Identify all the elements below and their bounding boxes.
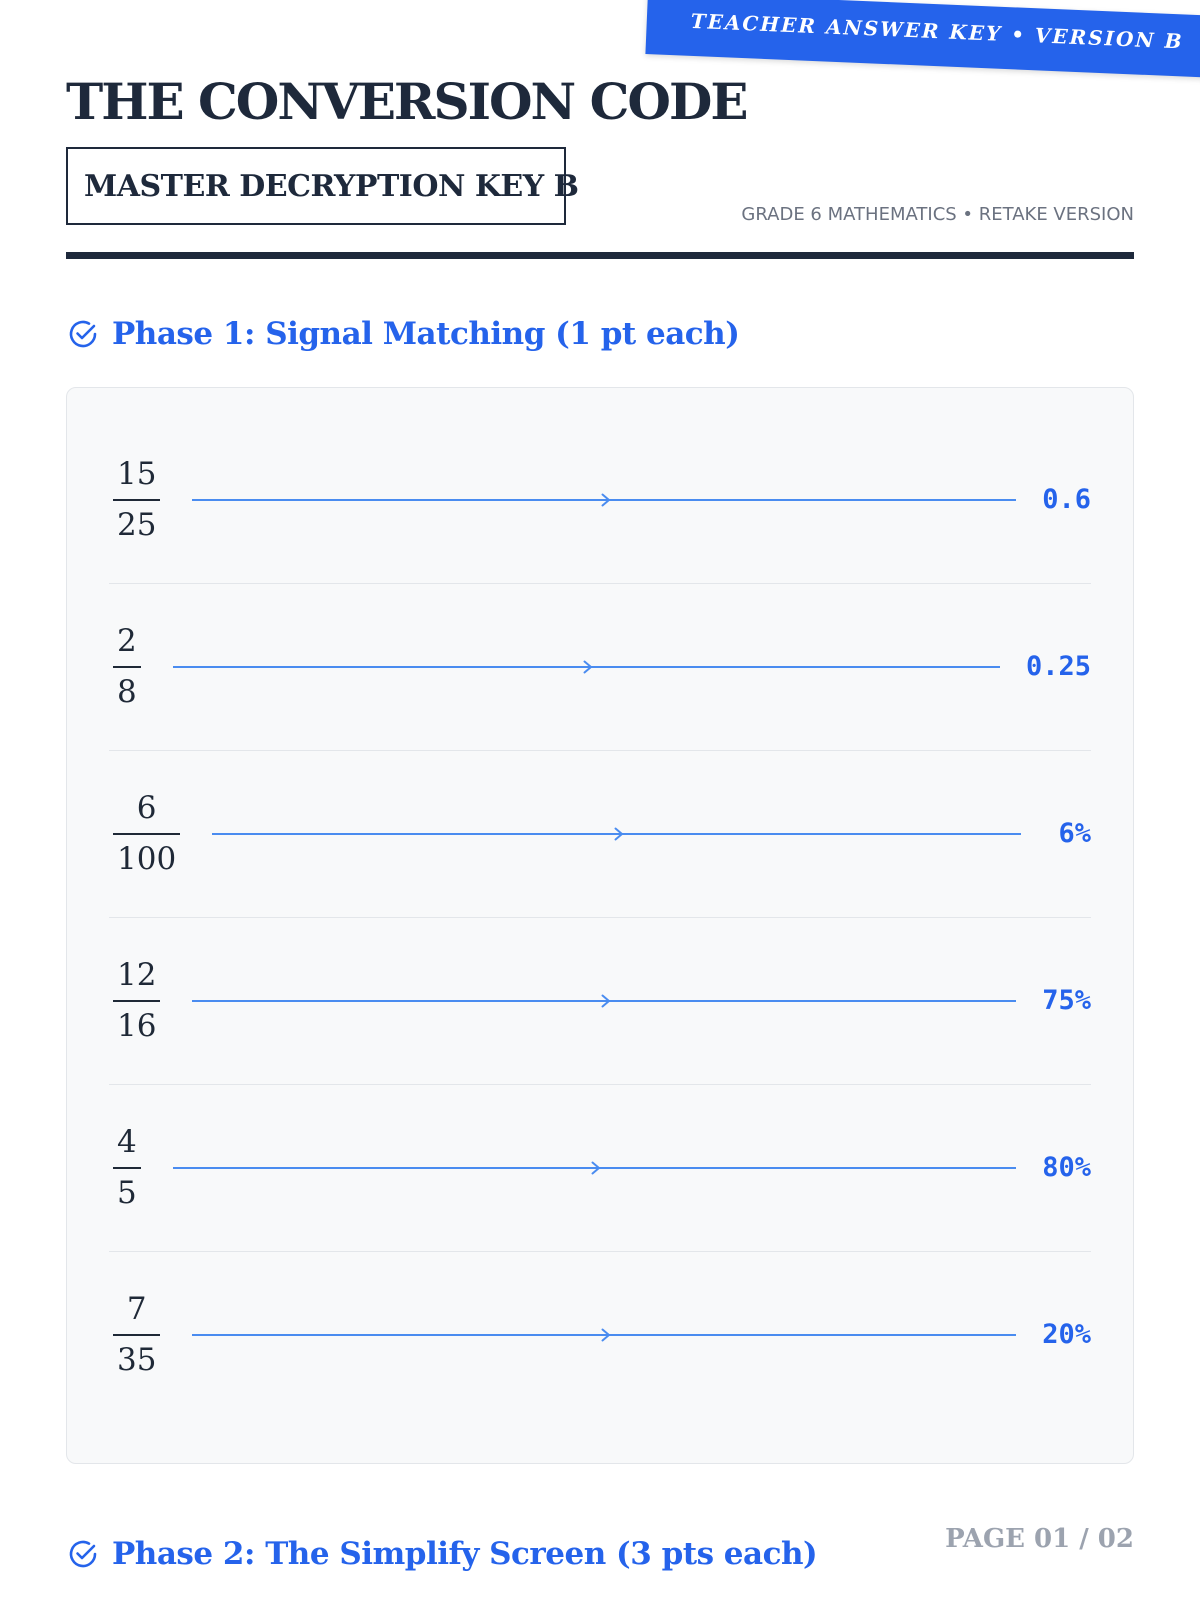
connector-line [172,657,1000,677]
fraction-denominator: 16 [117,1007,157,1044]
fraction-numerator: 4 [117,1123,137,1160]
check-circle-icon [69,1540,97,1568]
fraction-denominator: 100 [117,840,177,877]
match-row: 7 35 20% [109,1251,1091,1418]
check-circle-icon [69,320,97,348]
match-row: 4 5 80% [109,1084,1091,1251]
arrow-right-icon [591,1161,601,1174]
subtitle-box: MASTER DECRYPTION KEY B [66,147,579,225]
arrow-right-icon [583,660,593,673]
connector-line [192,991,1017,1011]
arrow-right-icon [614,827,623,840]
arrow-right-icon [601,493,611,506]
page-title: THE CONVERSION CODE [66,72,748,131]
fraction-bar [113,498,161,501]
fraction: 15 25 [113,455,161,543]
fraction-bar [113,999,161,1002]
fraction-numerator: 12 [117,956,157,993]
fraction: 4 5 [113,1123,141,1211]
fraction-denominator: 35 [117,1341,157,1378]
subtitle-label: MASTER DECRYPTION KEY B [84,168,579,204]
fraction-bar [113,1166,141,1169]
course-meta: GRADE 6 MATHEMATICS • RETAKE VERSION [741,204,1134,225]
fraction-numerator: 2 [117,622,137,659]
answer-value: 75% [1042,985,1091,1016]
match-row: 15 25 0.6 [109,416,1091,583]
match-row: 6 100 6% [109,750,1091,917]
answer-value: 0.6 [1042,484,1091,515]
connector-line [212,824,1021,844]
ribbon-label: TEACHER ANSWER KEY • VERSION B [690,8,1185,54]
match-row: 12 16 75% [109,917,1091,1084]
fraction-denominator: 25 [117,506,157,543]
fraction: 6 100 [113,789,181,877]
fraction: 12 16 [113,956,161,1044]
connector-line [192,490,1017,510]
fraction-denominator: 5 [117,1174,137,1211]
fraction-bar [113,832,181,835]
signal-matching-panel: 15 25 0.6 2 8 0.25 [66,387,1134,1464]
answer-key-ribbon: TEACHER ANSWER KEY • VERSION B [645,0,1200,79]
answer-value: 0.25 [1025,651,1091,682]
fraction-denominator: 8 [117,673,137,710]
match-row: 2 8 0.25 [109,583,1091,750]
phase1-heading: Phase 1: Signal Matching (1 pt each) [66,316,740,352]
arrow-right-icon [601,1328,611,1341]
page-number: PAGE 01 / 02 [945,1524,1134,1554]
answer-value: 6% [1058,818,1091,849]
connector-line [172,1158,1017,1178]
answer-value: 20% [1042,1319,1091,1350]
phase2-heading: Phase 2: The Simplify Screen (3 pts each… [66,1536,818,1572]
connector-line [192,1325,1017,1345]
fraction-numerator: 15 [117,455,157,492]
header-divider [66,252,1134,259]
arrow-right-icon [601,994,611,1007]
fraction-numerator: 7 [126,1290,147,1327]
fraction-bar [113,665,141,668]
fraction-bar [113,1333,161,1336]
fraction: 7 35 [113,1290,161,1378]
fraction: 2 8 [113,622,141,710]
phase1-heading-text: Phase 1: Signal Matching (1 pt each) [112,316,740,352]
answer-value: 80% [1042,1152,1091,1183]
fraction-numerator: 6 [136,789,157,826]
phase2-heading-text: Phase 2: The Simplify Screen (3 pts each… [112,1536,818,1572]
